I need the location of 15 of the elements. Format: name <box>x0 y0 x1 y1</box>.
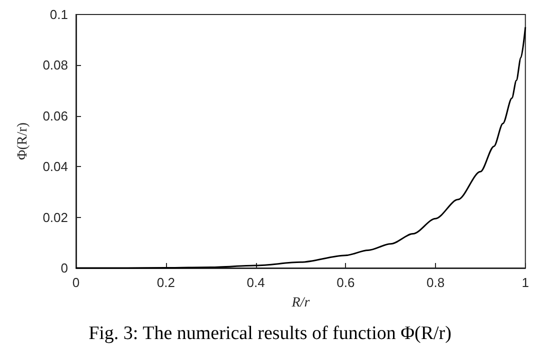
y-axis-title: Φ(R/r) <box>16 122 30 160</box>
y-tick-label: 0.06 <box>42 108 68 124</box>
x-tick-label: 1 <box>522 275 529 290</box>
x-tick-label: 0.6 <box>336 275 355 290</box>
y-tick-label: 0.04 <box>42 159 68 174</box>
y-tick-label: 0 <box>60 260 68 276</box>
x-tick-label: 0.8 <box>426 275 445 290</box>
x-tick-label: 0.2 <box>156 275 175 290</box>
y-tick-label: 0.02 <box>42 210 68 225</box>
x-axis-title: R/r <box>290 296 310 310</box>
y-tick-label: 0.08 <box>42 58 68 73</box>
x-tick-label: 0.4 <box>246 275 265 290</box>
x-tick-label: 0 <box>72 275 80 290</box>
y-tick-label: 0.1 <box>50 7 68 22</box>
caption: Fig. 3: The numerical results of function Φ(R/r) <box>88 323 452 344</box>
